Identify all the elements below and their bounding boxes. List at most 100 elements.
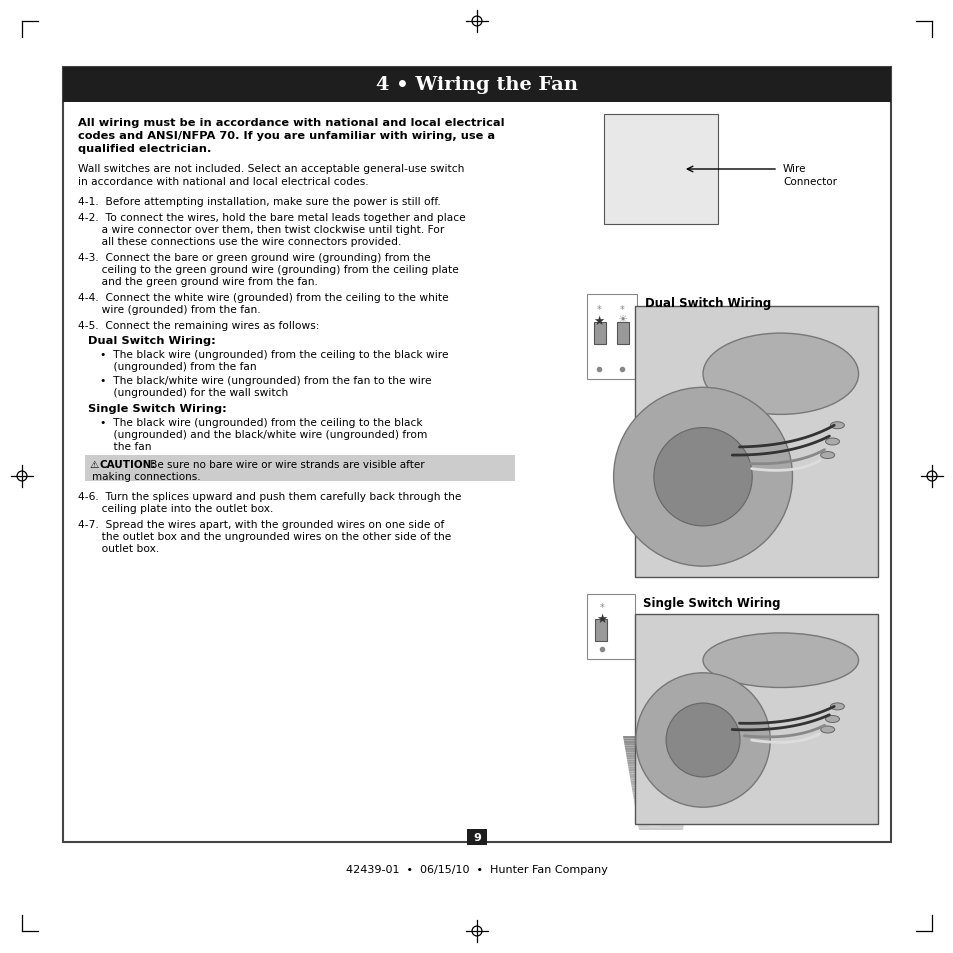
Ellipse shape [702, 334, 858, 415]
Ellipse shape [820, 452, 834, 459]
Polygon shape [633, 800, 687, 802]
Polygon shape [625, 755, 695, 758]
Text: Be sure no bare wire or wire strands are visible after: Be sure no bare wire or wire strands are… [147, 459, 424, 470]
Polygon shape [637, 821, 684, 823]
Polygon shape [627, 764, 694, 767]
Text: 4-5.  Connect the remaining wires as follows:: 4-5. Connect the remaining wires as foll… [78, 320, 319, 331]
Text: ★: ★ [593, 314, 604, 328]
Polygon shape [638, 823, 683, 825]
Text: ★: ★ [596, 613, 607, 625]
Bar [594, 323, 605, 345]
Bar [85, 456, 515, 481]
Bar [595, 619, 606, 641]
Polygon shape [647, 805, 659, 810]
Polygon shape [647, 810, 659, 815]
Ellipse shape [820, 726, 834, 733]
Polygon shape [622, 739, 698, 740]
Text: Wall switches are not included. Select an acceptable general-use switch: Wall switches are not included. Select a… [78, 164, 464, 173]
Polygon shape [625, 750, 696, 753]
Ellipse shape [824, 716, 839, 722]
Polygon shape [648, 820, 660, 823]
Polygon shape [638, 825, 683, 828]
Polygon shape [630, 779, 691, 781]
Text: outlet box.: outlet box. [78, 543, 159, 554]
Polygon shape [646, 797, 659, 801]
Bar [63, 68, 890, 842]
Bar [617, 323, 628, 345]
Polygon shape [628, 769, 693, 771]
Polygon shape [630, 783, 690, 785]
Ellipse shape [702, 633, 858, 688]
Text: and the green ground wire from the fan.: and the green ground wire from the fan. [78, 276, 317, 287]
Text: in accordance with national and local electrical codes.: in accordance with national and local el… [78, 177, 368, 187]
Polygon shape [625, 753, 696, 755]
Circle shape [635, 673, 769, 807]
Text: the outlet box and the ungrounded wires on the other side of the: the outlet box and the ungrounded wires … [78, 532, 451, 541]
Polygon shape [622, 737, 699, 739]
Polygon shape [645, 788, 658, 792]
Polygon shape [645, 774, 657, 779]
Bar [603, 115, 718, 225]
Polygon shape [628, 771, 692, 774]
Polygon shape [623, 743, 697, 745]
Ellipse shape [829, 422, 843, 429]
Polygon shape [634, 802, 687, 804]
Text: 4-7.  Spread the wires apart, with the grounded wires on one side of: 4-7. Spread the wires apart, with the gr… [78, 519, 444, 530]
Text: •  The black wire (ungrounded) from the ceiling to the black: • The black wire (ungrounded) from the c… [100, 417, 422, 428]
Text: Connector: Connector [782, 177, 836, 187]
Text: 4-2.  To connect the wires, hold the bare metal leads together and place: 4-2. To connect the wires, hold the bare… [78, 213, 465, 223]
Polygon shape [627, 767, 693, 769]
Polygon shape [632, 793, 689, 795]
Polygon shape [643, 747, 656, 752]
Text: Wire: Wire [782, 164, 805, 173]
Text: wire (grounded) from the fan.: wire (grounded) from the fan. [78, 305, 260, 314]
Polygon shape [627, 762, 694, 764]
Bar [63, 68, 890, 103]
Polygon shape [633, 798, 688, 800]
Text: (ungrounded) and the black/white wire (ungrounded) from: (ungrounded) and the black/white wire (u… [100, 430, 427, 439]
Text: *: * [596, 305, 600, 314]
Text: 4-1.  Before attempting installation, make sure the power is still off.: 4-1. Before attempting installation, mak… [78, 196, 440, 207]
Polygon shape [643, 752, 656, 757]
Text: ceiling plate into the outlet box.: ceiling plate into the outlet box. [78, 503, 274, 514]
Bar [586, 294, 637, 379]
Polygon shape [624, 745, 697, 748]
Polygon shape [634, 804, 687, 806]
Polygon shape [645, 783, 658, 788]
Polygon shape [631, 785, 690, 788]
Polygon shape [623, 740, 698, 743]
Text: *: * [599, 602, 604, 613]
Polygon shape [648, 823, 660, 828]
Text: 42439-01  •  06/15/10  •  Hunter Fan Company: 42439-01 • 06/15/10 • Hunter Fan Company [346, 864, 607, 874]
Circle shape [665, 703, 740, 777]
Text: 4-3.  Connect the bare or green ground wire (grounding) from the: 4-3. Connect the bare or green ground wi… [78, 253, 431, 263]
Polygon shape [635, 809, 686, 811]
Text: Dual Switch Wiring:: Dual Switch Wiring: [88, 335, 215, 346]
Polygon shape [646, 792, 659, 797]
Polygon shape [637, 819, 684, 821]
Text: (ungrounded) for the wall switch: (ungrounded) for the wall switch [100, 388, 288, 397]
Polygon shape [642, 739, 655, 742]
Text: (ungrounded) from the fan: (ungrounded) from the fan [100, 361, 256, 372]
Text: a wire connector over them, then twist clockwise until tight. For: a wire connector over them, then twist c… [78, 225, 444, 234]
Polygon shape [630, 781, 691, 783]
Text: ceiling to the green ground wire (grounding) from the ceiling plate: ceiling to the green ground wire (ground… [78, 265, 458, 274]
Text: 4-6.  Turn the splices upward and push them carefully back through the: 4-6. Turn the splices upward and push th… [78, 492, 461, 501]
Text: Single Switch Wiring:: Single Switch Wiring: [88, 403, 227, 414]
Polygon shape [642, 742, 655, 747]
Text: 4 • Wiring the Fan: 4 • Wiring the Fan [375, 76, 578, 94]
Bar [586, 595, 635, 659]
Text: qualified electrician.: qualified electrician. [78, 144, 212, 153]
Bar [635, 615, 877, 824]
Circle shape [613, 388, 792, 567]
Text: •  The black/white wire (ungrounded) from the fan to the wire: • The black/white wire (ungrounded) from… [100, 375, 431, 386]
Polygon shape [629, 774, 692, 776]
Polygon shape [635, 806, 686, 809]
Polygon shape [631, 788, 689, 790]
Polygon shape [638, 828, 682, 830]
Bar [635, 307, 877, 578]
Bar [467, 829, 486, 845]
Polygon shape [626, 758, 695, 760]
Polygon shape [633, 795, 688, 798]
Ellipse shape [824, 438, 839, 446]
